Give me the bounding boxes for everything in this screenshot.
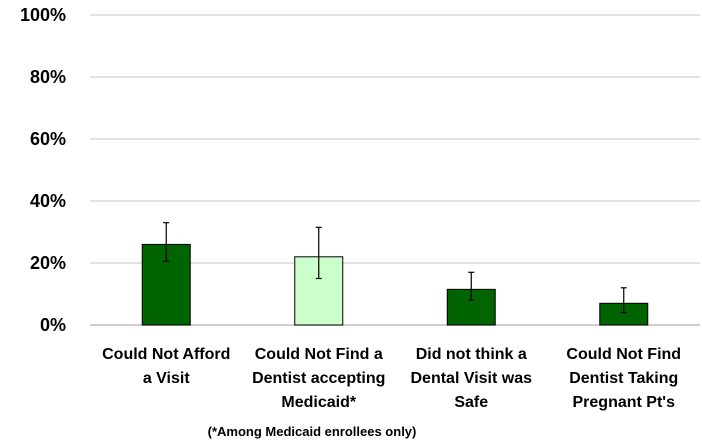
footnote: (*Among Medicaid enrollees only) [208, 424, 417, 439]
x-category-label-line: Dentist accepting [252, 370, 385, 387]
x-category-label-line: Could Not Find a [255, 346, 383, 363]
y-tick-label: 0% [40, 315, 66, 335]
x-category-label: Did not think a Dental Visit was Safe [410, 346, 532, 411]
bars [141, 243, 649, 326]
x-category-label-line: Could Not Find [566, 346, 681, 363]
error-bars [163, 222, 627, 314]
x-category-label: Could Not Find a Dentist accepting Medicai… [252, 346, 385, 411]
gridlines [90, 14, 700, 326]
y-axis-tick-labels: 0% 20% 40% 60% 80% 100% [20, 5, 66, 335]
x-category-label-line: a Visit [143, 370, 191, 387]
x-category-label-line: Dental Visit was [410, 370, 532, 387]
x-category-label: Could Not Afford a Visit [102, 346, 230, 387]
x-category-label-line: Safe [454, 394, 488, 411]
y-tick-label: 60% [30, 129, 66, 149]
x-category-label: Could Not Find Dentist Taking Pregnant Pt'… [566, 346, 681, 411]
x-category-label-line: Did not think a [416, 346, 527, 363]
x-category-label-line: Could Not Afford [102, 346, 230, 363]
x-category-label-line: Pregnant Pt's [573, 394, 676, 411]
x-category-label-line: Medicaid* [281, 394, 356, 411]
y-tick-label: 20% [30, 253, 66, 273]
x-axis-category-labels: Could Not Afford a Visit Could Not Find a D… [102, 346, 681, 411]
y-tick-label: 100% [20, 5, 66, 25]
x-category-label-line: Dentist Taking [569, 370, 678, 387]
y-tick-label: 80% [30, 67, 66, 87]
y-tick-label: 40% [30, 191, 66, 211]
